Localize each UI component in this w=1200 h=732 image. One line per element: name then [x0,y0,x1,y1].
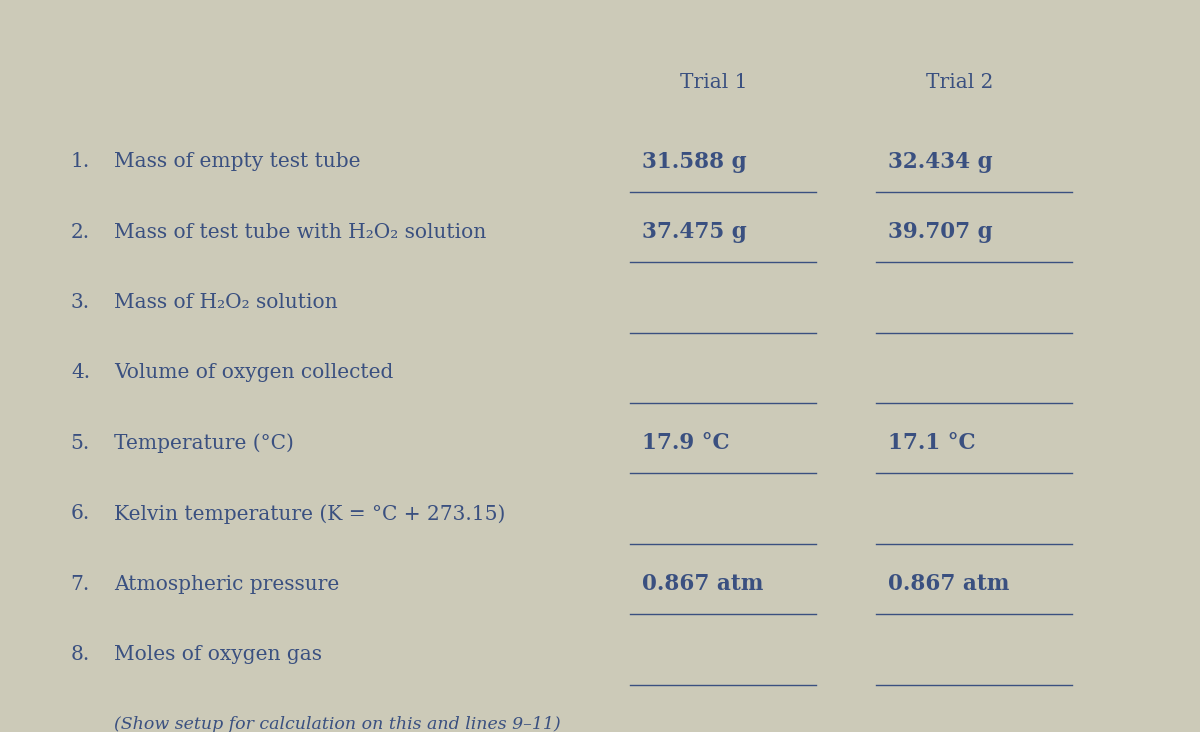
Text: Mass of test tube with H₂O₂ solution: Mass of test tube with H₂O₂ solution [114,223,486,242]
Text: 32.434 g: 32.434 g [888,151,992,173]
Text: 0.867 atm: 0.867 atm [642,573,763,595]
Text: 31.588 g: 31.588 g [642,151,746,173]
Text: (Show setup for calculation on this and lines 9–11): (Show setup for calculation on this and … [114,717,560,732]
Text: 5.: 5. [71,434,90,453]
Text: 1.: 1. [71,152,90,171]
Text: 3.: 3. [71,293,90,312]
Text: Trial 1: Trial 1 [680,73,748,92]
Text: 8.: 8. [71,645,90,664]
Text: 17.9 °C: 17.9 °C [642,433,730,455]
Text: Mass of empty test tube: Mass of empty test tube [114,152,360,171]
Text: 39.707 g: 39.707 g [888,221,992,243]
Text: 37.475 g: 37.475 g [642,221,746,243]
Text: Temperature (°C): Temperature (°C) [114,433,294,453]
Text: Moles of oxygen gas: Moles of oxygen gas [114,645,322,664]
Text: 0.867 atm: 0.867 atm [888,573,1009,595]
Text: 6.: 6. [71,504,90,523]
Text: 4.: 4. [71,363,90,382]
Text: Volume of oxygen collected: Volume of oxygen collected [114,363,394,382]
Text: 7.: 7. [71,575,90,594]
Text: Kelvin temperature (K = °C + 273.15): Kelvin temperature (K = °C + 273.15) [114,504,505,523]
Text: 17.1 °C: 17.1 °C [888,433,976,455]
Text: Mass of H₂O₂ solution: Mass of H₂O₂ solution [114,293,337,312]
Text: 2.: 2. [71,223,90,242]
Text: Atmospheric pressure: Atmospheric pressure [114,575,340,594]
Text: Trial 2: Trial 2 [926,73,994,92]
